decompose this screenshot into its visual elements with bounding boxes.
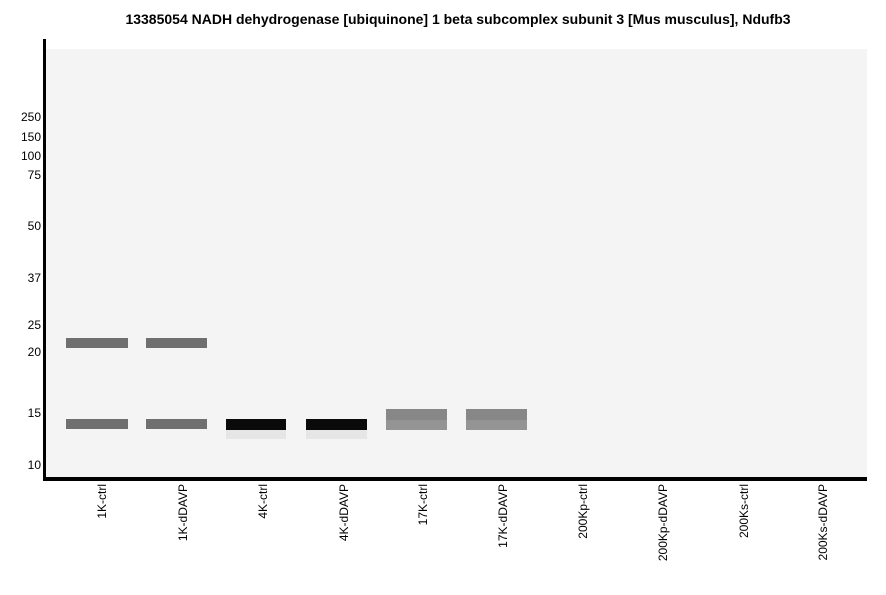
gel-band (386, 420, 447, 430)
y-axis-line (43, 39, 46, 481)
y-axis-tick-label: 37 (27, 271, 41, 285)
gel-band (466, 409, 527, 420)
gel-band (146, 338, 207, 348)
x-axis-lane-label: 200Ks-dDAVP (816, 484, 830, 561)
gel-band (306, 419, 367, 430)
gel-band (466, 420, 527, 430)
x-axis-lane-label: 200Kp-dDAVP (656, 484, 670, 562)
y-axis-tick-label: 20 (27, 345, 41, 359)
y-axis-tick-label: 150 (20, 130, 41, 144)
y-axis-tick-label: 75 (27, 168, 41, 182)
gel-plot-background (46, 49, 867, 477)
y-axis-tick-label: 50 (27, 219, 41, 233)
x-axis-lane-label: 17K-dDAVP (496, 484, 510, 548)
y-axis-tick-label: 100 (20, 149, 41, 163)
chart-title: 13385054 NADH dehydrogenase [ubiquinone]… (125, 11, 791, 27)
x-axis-lane-label: 4K-ctrl (256, 484, 270, 519)
gel-band (66, 419, 128, 429)
gel-band (66, 338, 128, 348)
x-axis-lane-label: 1K-ctrl (95, 484, 109, 519)
y-axis-tick-label: 250 (20, 110, 41, 124)
x-axis-lane-label: 4K-dDAVP (337, 484, 351, 542)
y-axis-tick-label: 15 (27, 406, 41, 420)
y-axis-tick-label: 25 (27, 318, 41, 332)
gel-band (226, 430, 286, 439)
x-axis-lane-label: 17K-ctrl (416, 484, 430, 526)
gel-band (226, 419, 286, 430)
gel-band (146, 419, 207, 429)
y-axis-tick-label: 10 (27, 458, 41, 472)
x-axis-lane-label: 200Ks-ctrl (737, 484, 751, 539)
gel-band (306, 430, 367, 439)
x-axis-lane-label: 200Kp-ctrl (576, 484, 590, 539)
x-axis-line (43, 477, 867, 481)
x-axis-lane-label: 1K-dDAVP (176, 484, 190, 542)
gel-band (386, 409, 447, 420)
